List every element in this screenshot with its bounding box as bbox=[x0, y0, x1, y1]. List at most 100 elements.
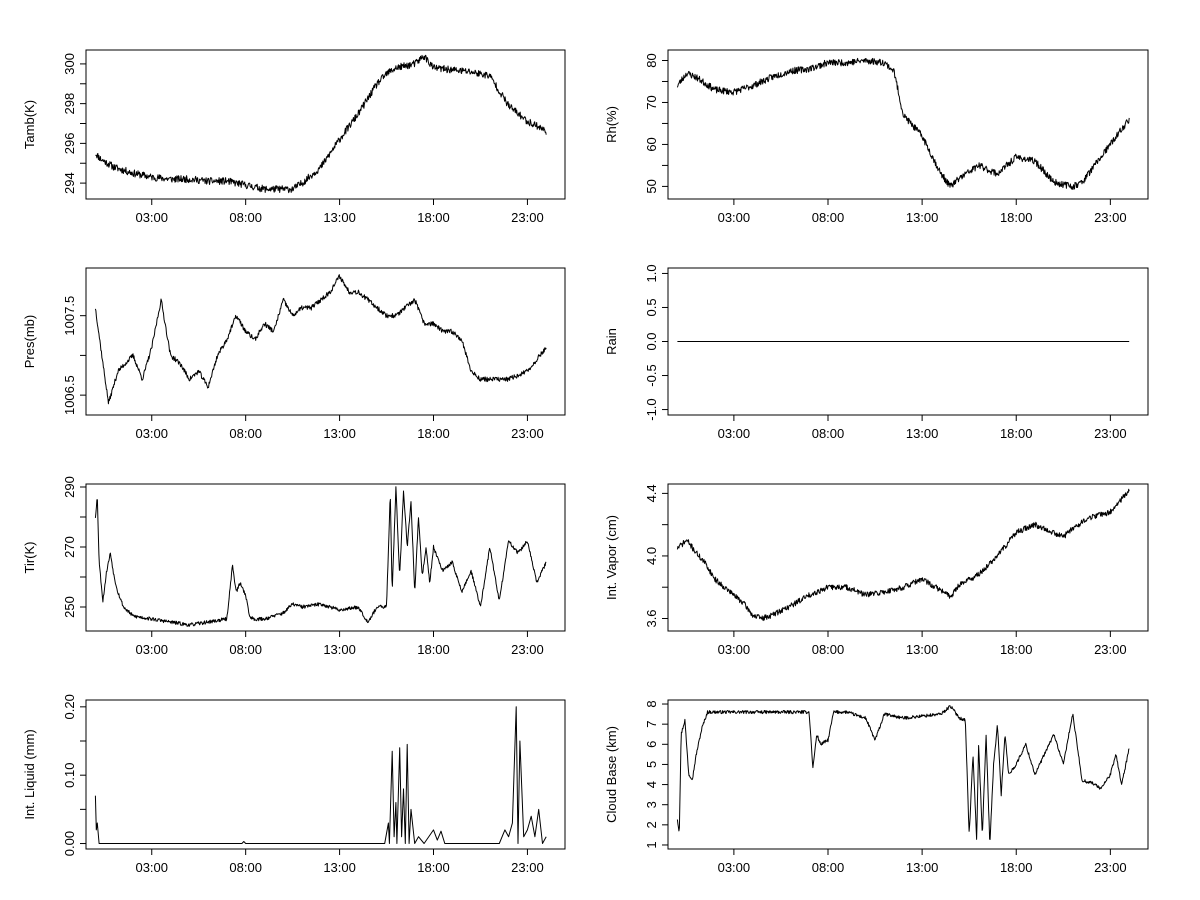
x-tick-label: 08:00 bbox=[812, 426, 845, 441]
x-tick-label: 23:00 bbox=[1094, 860, 1127, 875]
panels: 03:00 08:00 13:00 18:00 23:00 294 296 298 300 Tam… bbox=[22, 49, 1149, 875]
x-tick-label: 13:00 bbox=[323, 642, 356, 657]
x-tick-label: 08:00 bbox=[229, 426, 262, 441]
panel-rh: 03:00 08:00 13:00 18:00 23:00 50 60 70 80 Rh(%) bbox=[604, 49, 1149, 225]
y-tick-label: 4.4 bbox=[644, 484, 659, 502]
x-tick-label: 08:00 bbox=[812, 860, 845, 875]
x-tick-label: 03:00 bbox=[718, 426, 751, 441]
plot-frame bbox=[85, 267, 566, 416]
panel-liquid: 03:00 08:00 13:00 18:00 23:00 0.00 0.10 0.20 Int… bbox=[22, 694, 566, 875]
y-axis-title: Tamb(K) bbox=[22, 100, 37, 149]
x-tick-label: 13:00 bbox=[323, 210, 356, 225]
x-tick-label: 08:00 bbox=[812, 210, 845, 225]
x-tick-label: 23:00 bbox=[1094, 426, 1127, 441]
plot-frame bbox=[667, 699, 1149, 850]
y-tick-label: 7 bbox=[644, 721, 659, 728]
plot-frame bbox=[85, 49, 566, 200]
panel-tir: 03:00 08:00 13:00 18:00 23:00 250 270 290 Tir(K) bbox=[22, 476, 566, 657]
panel-tamb: 03:00 08:00 13:00 18:00 23:00 294 296 298 300 Tam… bbox=[22, 49, 566, 225]
x-tick-label: 03:00 bbox=[718, 642, 751, 657]
series-line-intliquid bbox=[94, 706, 547, 844]
y-tick-label: 300 bbox=[62, 53, 77, 75]
y-tick-label: 3 bbox=[644, 801, 659, 808]
y-tick-label: 294 bbox=[62, 172, 77, 194]
x-tick-label: 08:00 bbox=[812, 642, 845, 657]
x-tick-label: 23:00 bbox=[511, 642, 544, 657]
panel-rain: 03:00 08:00 13:00 18:00 23:00 -1.0 -0.5 0.0 0.5 1… bbox=[604, 264, 1149, 441]
x-tick-label: 03:00 bbox=[135, 426, 168, 441]
panel-cloud: 03:00 08:00 13:00 18:00 23:00 1 2 3 4 5 6 7 8 Cloud B… bbox=[604, 699, 1149, 875]
y-tick-label: 290 bbox=[62, 476, 77, 498]
x-tick-label: 23:00 bbox=[511, 426, 544, 441]
x-tick-label: 13:00 bbox=[323, 860, 356, 875]
y-tick-label: 60 bbox=[644, 137, 659, 151]
x-tick-label: 23:00 bbox=[511, 210, 544, 225]
x-tick-label: 18:00 bbox=[417, 642, 450, 657]
y-axis-title: Int. Vapor (cm) bbox=[604, 515, 619, 600]
x-tick-label: 03:00 bbox=[135, 210, 168, 225]
y-tick-label: 3.6 bbox=[644, 609, 659, 627]
plot-frame bbox=[667, 49, 1149, 200]
panel-pres: 03:00 08:00 13:00 18:00 23:00 1006.5 1007.5 Pre… bbox=[22, 267, 566, 441]
series-line-tamb bbox=[95, 54, 547, 194]
y-tick-label: 0.10 bbox=[62, 763, 77, 788]
x-tick-label: 03:00 bbox=[135, 860, 168, 875]
y-tick-label: 6 bbox=[644, 741, 659, 748]
plot-frame bbox=[85, 699, 566, 850]
x-tick-label: 13:00 bbox=[323, 426, 356, 441]
y-tick-label: 0.20 bbox=[62, 694, 77, 719]
y-axis-title: Pres(mb) bbox=[22, 315, 37, 368]
x-tick-label: 03:00 bbox=[718, 860, 751, 875]
x-tick-label: 18:00 bbox=[417, 426, 450, 441]
x-tick-label: 18:00 bbox=[1000, 860, 1033, 875]
x-tick-label: 13:00 bbox=[906, 860, 939, 875]
y-tick-label: 70 bbox=[644, 95, 659, 109]
series-line-pres bbox=[94, 274, 547, 405]
y-axis-title: Tir(K) bbox=[22, 541, 37, 573]
x-tick-label: 03:00 bbox=[718, 210, 751, 225]
y-tick-label: 2 bbox=[644, 821, 659, 828]
y-tick-label: -0.5 bbox=[644, 364, 659, 386]
series-line-rh bbox=[676, 57, 1130, 190]
y-tick-label: 298 bbox=[62, 93, 77, 115]
y-tick-label: 270 bbox=[62, 536, 77, 558]
y-tick-label: 8 bbox=[644, 700, 659, 707]
x-tick-label: 13:00 bbox=[906, 642, 939, 657]
y-tick-label: 0.0 bbox=[644, 332, 659, 350]
x-tick-label: 23:00 bbox=[1094, 642, 1127, 657]
y-tick-label: 80 bbox=[644, 53, 659, 67]
x-tick-label: 13:00 bbox=[906, 210, 939, 225]
x-tick-label: 08:00 bbox=[229, 860, 262, 875]
x-tick-label: 18:00 bbox=[1000, 642, 1033, 657]
plot-frame bbox=[85, 483, 566, 632]
x-tick-label: 18:00 bbox=[417, 860, 450, 875]
y-axis-title: Cloud Base (km) bbox=[604, 726, 619, 823]
x-tick-label: 23:00 bbox=[511, 860, 544, 875]
y-axis-title: Int. Liquid (mm) bbox=[22, 729, 37, 819]
x-tick-label: 03:00 bbox=[135, 642, 168, 657]
y-tick-label: 1007.5 bbox=[62, 296, 77, 336]
series-line-tir bbox=[94, 486, 547, 627]
x-tick-label: 08:00 bbox=[229, 642, 262, 657]
x-tick-label: 08:00 bbox=[229, 210, 262, 225]
series-line-cloudbase bbox=[676, 705, 1130, 840]
series-line-intvapor bbox=[676, 488, 1130, 622]
x-tick-label: 18:00 bbox=[1000, 210, 1033, 225]
y-tick-label: 0.00 bbox=[62, 831, 77, 856]
y-axis-title: Rain bbox=[604, 328, 619, 355]
x-tick-label: 23:00 bbox=[1094, 210, 1127, 225]
y-tick-label: -1.0 bbox=[644, 398, 659, 420]
y-axis-title: Rh(%) bbox=[604, 106, 619, 143]
y-tick-label: 5 bbox=[644, 761, 659, 768]
panel-vapor: 03:00 08:00 13:00 18:00 23:00 3.6 4.0 4.4 Int. V… bbox=[604, 483, 1149, 657]
y-tick-label: 296 bbox=[62, 133, 77, 155]
y-tick-label: 4 bbox=[644, 781, 659, 788]
y-tick-label: 250 bbox=[62, 596, 77, 618]
y-tick-label: 1.0 bbox=[644, 264, 659, 282]
y-tick-label: 50 bbox=[644, 179, 659, 193]
y-tick-label: 1 bbox=[644, 841, 659, 848]
y-tick-label: 4.0 bbox=[644, 547, 659, 565]
y-tick-label: 0.5 bbox=[644, 298, 659, 316]
